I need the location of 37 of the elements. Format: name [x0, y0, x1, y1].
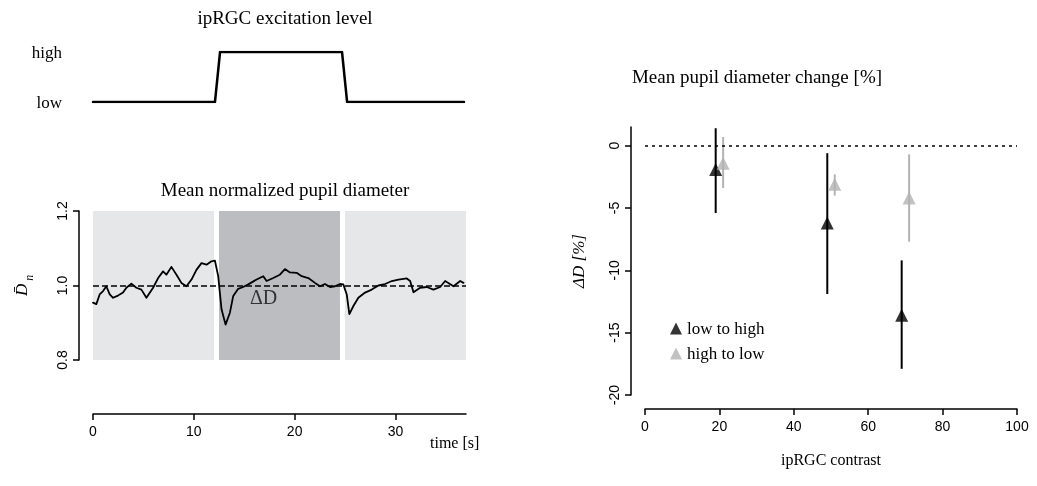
y-tick-label: 1.0 [54, 275, 70, 296]
point [820, 216, 834, 230]
y-tick-label: -5 [606, 201, 622, 215]
y-tick-label: -20 [606, 384, 622, 406]
x-tick-label: 0 [89, 423, 98, 439]
chart-title: Mean normalized pupil diameter [160, 179, 410, 200]
point [828, 177, 842, 191]
x-tick-label: 0 [641, 418, 650, 434]
x-tick-label: 80 [934, 418, 951, 434]
text: low [36, 92, 63, 112]
y-tick-label: -15 [606, 322, 622, 343]
point [716, 156, 730, 170]
y-tick-label: -10 [606, 260, 622, 281]
y-tick-label: 1.2 [54, 201, 70, 221]
line-series [92, 259, 465, 326]
chart-title: Mean pupil diameter change [%] [631, 66, 883, 87]
x-tick-label: 10 [186, 423, 202, 439]
point [902, 191, 916, 205]
x-axis-title: time [s] [430, 433, 480, 451]
x-tick-label: 20 [286, 423, 303, 439]
text: high [31, 42, 63, 62]
legend-label: high to low [687, 344, 766, 363]
x-tick-label: 30 [387, 423, 404, 439]
legend-label: low to high [687, 319, 765, 338]
x-tick-label: 60 [860, 418, 877, 434]
chart-title: ipRGC excitation level [197, 7, 373, 28]
annotation: ΔD [250, 286, 278, 308]
x-tick-label: 20 [711, 418, 728, 434]
point [895, 308, 909, 322]
x-tick-label: 100 [1005, 418, 1029, 434]
x-axis-title: ipRGC contrast [781, 450, 882, 469]
y-axis-title: ΔD [%] [569, 234, 588, 289]
x-tick-label: 40 [786, 418, 802, 434]
y-tick-label: 0.8 [54, 350, 70, 370]
point [709, 162, 723, 176]
y-tick-label: 0 [606, 141, 622, 150]
y-axis-title: D̄n [11, 274, 36, 298]
